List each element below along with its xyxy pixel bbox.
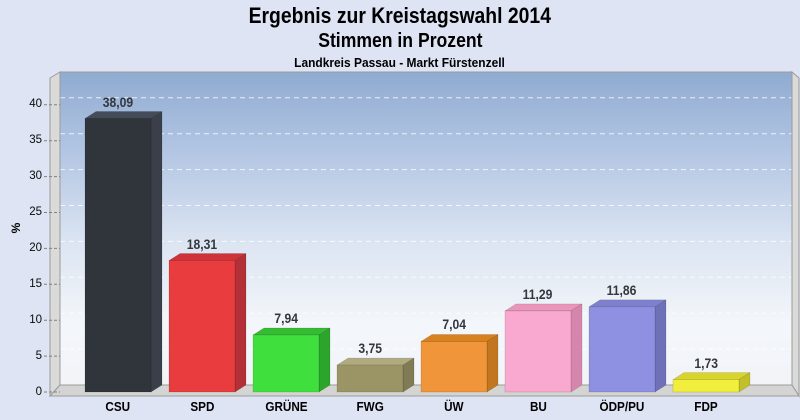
bar-top-face <box>252 327 331 336</box>
bar-value-label-text: 7,94 <box>274 310 298 326</box>
category-label-text: ÖDP/PU <box>599 399 645 414</box>
bar-value-label-text: 11,86 <box>607 282 637 298</box>
bar-value-label: 18,31 <box>162 237 242 252</box>
bar-value-label-text: 1,73 <box>694 355 718 371</box>
category-label-text: FWG <box>356 399 384 414</box>
category-label: ÖDP/PU <box>580 399 664 414</box>
y-tick-label: 30 <box>29 170 42 183</box>
bar-side-face <box>234 253 247 393</box>
bar-value-label-text: 11,29 <box>523 286 553 302</box>
plot-left-wall <box>49 71 61 398</box>
bar-FDP <box>672 372 751 393</box>
category-label-text: GRÜNE <box>264 399 308 414</box>
category-label: BU <box>496 399 580 414</box>
bar-value-label: 7,04 <box>414 317 494 332</box>
bar-BU <box>504 303 583 393</box>
page-title-text: Ergebnis zur Kreistagswahl 2014 <box>248 3 552 28</box>
category-label-text: ÜW <box>444 399 464 414</box>
bar-value-label: 11,86 <box>582 283 662 298</box>
bar-front-face <box>84 118 152 393</box>
y-tick-label: 25 <box>29 206 42 218</box>
bar-side-face <box>318 327 331 393</box>
bar-top-face <box>672 372 751 380</box>
bar-value-label: 7,94 <box>246 311 326 326</box>
bar-GRÜNE <box>252 327 331 393</box>
category-label: GRÜNE <box>244 399 328 414</box>
category-label-text: SPD <box>189 399 215 414</box>
bar-ÜW <box>420 333 499 393</box>
bar-value-label: 11,29 <box>498 287 578 302</box>
y-tick-label: 15 <box>29 277 42 290</box>
y-tick-marks <box>44 104 60 393</box>
category-label: FDP <box>664 399 748 414</box>
bar-FWG <box>336 357 415 393</box>
bar-side-face <box>654 299 667 393</box>
bar-top-face <box>84 111 163 119</box>
bar-CSU <box>84 111 163 393</box>
bar-top-face <box>504 303 583 312</box>
page-subtitle-text: Stimmen in Prozent <box>317 30 483 52</box>
page-subtitle: Stimmen in Prozent <box>0 29 800 53</box>
category-label: FWG <box>328 399 412 414</box>
bar-front-face <box>588 306 656 393</box>
region-label-text: Landkreis Passau - Markt Fürstenzell <box>294 55 506 70</box>
y-tick-label: 5 <box>35 349 42 362</box>
bar-value-label: 38,09 <box>78 95 158 110</box>
category-label-text: CSU <box>105 399 131 414</box>
bar-value-label-text: 18,31 <box>186 236 218 252</box>
bar-SPD <box>168 253 247 393</box>
bars <box>84 111 751 393</box>
bar-value-label: 3,75 <box>330 341 410 356</box>
y-tick-label: 20 <box>29 241 42 254</box>
category-label-text: BU <box>529 399 547 414</box>
bar-value-label: 1,73 <box>666 356 746 371</box>
bar-front-face <box>252 334 320 393</box>
bar-top-face <box>420 334 499 342</box>
region-label: Landkreis Passau - Markt Fürstenzell <box>0 55 800 70</box>
bar-ÖDP/PU <box>588 299 667 393</box>
plot-right-wall <box>791 70 800 398</box>
bar-value-label-text: 7,04 <box>442 317 466 333</box>
y-tick-label: 40 <box>29 98 42 111</box>
bar-front-face <box>504 310 572 393</box>
bar-side-face <box>570 303 583 393</box>
bar-front-face <box>336 364 404 393</box>
category-label: CSU <box>76 399 160 414</box>
category-label-text: FDP <box>694 399 718 414</box>
y-tick-label: 0 <box>35 385 42 398</box>
bar-value-label-text: 38,09 <box>102 94 134 110</box>
bar-front-face <box>672 379 740 393</box>
bar-top-face <box>588 299 667 308</box>
y-tick-label: 10 <box>29 313 42 326</box>
bar-side-face <box>486 333 499 393</box>
category-label: ÜW <box>412 399 496 414</box>
bar-value-label-text: 3,75 <box>358 341 382 357</box>
bar-top-face <box>168 253 247 261</box>
bar-side-face <box>150 111 163 393</box>
y-tick-label: 35 <box>29 134 42 147</box>
bar-front-face <box>420 341 488 393</box>
bar-top-face <box>336 357 415 366</box>
category-label: SPD <box>160 399 244 414</box>
page-title: Ergebnis zur Kreistagswahl 2014 <box>0 3 800 29</box>
bar-front-face <box>168 260 236 393</box>
